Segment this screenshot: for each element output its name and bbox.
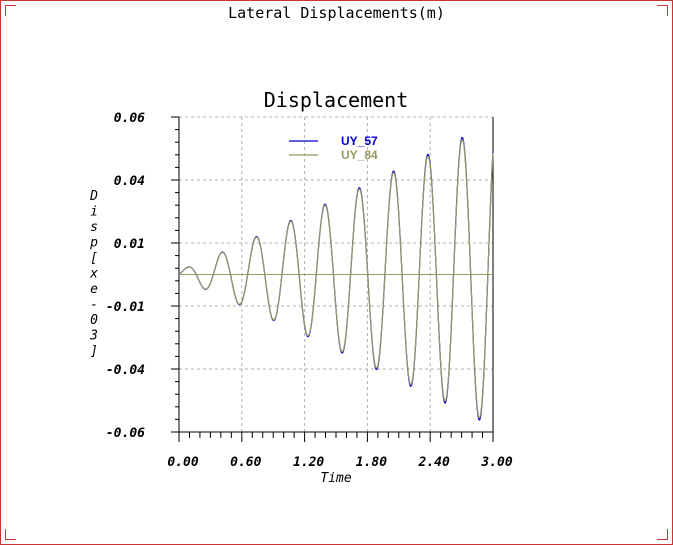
- y-axis-title-char: e: [90, 282, 98, 297]
- y-tick-label: 0.06: [114, 111, 145, 126]
- y-axis-title-char: 3: [89, 329, 98, 344]
- window-title: Lateral Displacements(m): [228, 4, 445, 22]
- y-tick-label: -0.06: [106, 426, 145, 441]
- chart-title: Displacement: [264, 88, 409, 112]
- x-tick-label: 1.20: [293, 455, 324, 470]
- y-axis-title-char: 0: [90, 313, 98, 328]
- series-lines: [178, 136, 494, 421]
- corner-mark-top-right: [657, 5, 668, 16]
- y-tick-labels: 0.06 0.04 0.01 -0.01 -0.04 -0.06: [106, 111, 145, 441]
- y-axis-title-char: -: [90, 298, 98, 313]
- x-tick-label: 0.00: [167, 455, 198, 470]
- series-line-uy84: [178, 138, 494, 419]
- corner-mark-bottom-right: [657, 529, 668, 540]
- y-axis-title-char: [: [90, 251, 98, 266]
- y-tick-label: -0.01: [106, 300, 145, 315]
- x-tick-labels: 0.00 0.60 1.20 1.80 2.40 3.00: [167, 455, 512, 470]
- x-axis-title: Time: [320, 471, 351, 486]
- corner-mark-top-left: [5, 5, 16, 16]
- x-tick-label: 1.80: [356, 455, 387, 470]
- y-axis-title-char: x: [89, 267, 98, 282]
- y-axis-title-char: ]: [90, 344, 98, 359]
- y-tick-label: -0.04: [106, 363, 145, 378]
- corner-mark-bottom-left: [5, 529, 16, 540]
- y-axis-title-char: p: [89, 236, 98, 251]
- legend-label: UY_57: [341, 134, 378, 148]
- y-axis-title-char: s: [90, 220, 98, 235]
- legend-label: UY_84: [341, 148, 378, 162]
- y-axis-title-char: D: [89, 189, 98, 204]
- x-tick-label: 2.40: [418, 455, 450, 470]
- y-axis-title: Disp[xe-03]: [89, 189, 98, 359]
- axes: [171, 116, 494, 442]
- x-tick-label: 3.00: [480, 455, 512, 470]
- y-axis-title-char: i: [90, 205, 98, 220]
- y-tick-label: 0.01: [114, 237, 145, 252]
- y-tick-label: 0.04: [114, 174, 145, 189]
- x-tick-label: 0.60: [230, 455, 261, 470]
